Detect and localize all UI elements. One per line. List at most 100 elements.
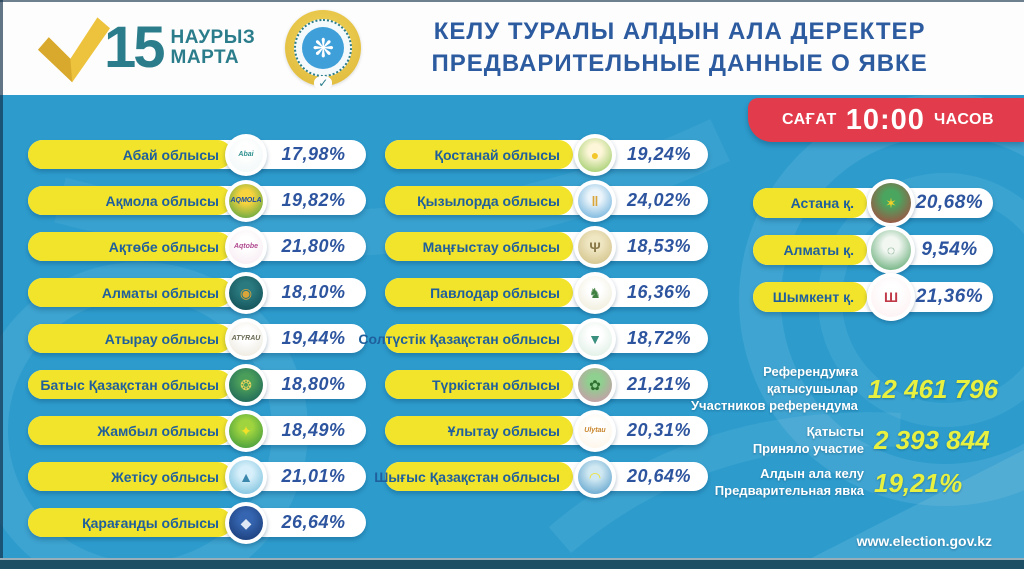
region-emblem-icon: ◆ — [225, 501, 267, 544]
region-name-pill: Түркістан облысы — [385, 370, 573, 399]
region-name: Шымкент қ. — [772, 289, 854, 305]
region-emblem-glyph: ▲ — [239, 468, 253, 485]
region-emblem-icon: ◉ — [225, 271, 267, 314]
stat-label-russian: Приняло участие — [752, 440, 864, 456]
region-emblem-glyph: ◆ — [240, 514, 252, 531]
stat-item: Референдумға қатысушылар Участников рефе… — [686, 364, 998, 415]
region-emblem-icon: ✿ — [574, 363, 616, 406]
region-name: Абай облысы — [122, 146, 219, 163]
frame-edge-top — [0, 0, 1024, 2]
region-name: Атырау облысы — [104, 330, 219, 347]
time-badge: САҒАТ 10:00 ЧАСОВ — [747, 98, 1024, 142]
region-row: Қызылорда облысы ‖ 24,02% — [385, 179, 708, 222]
region-emblem-glyph: ◠ — [589, 468, 601, 485]
region-name-pill: Ұлытау облысы — [385, 416, 573, 445]
region-row: Маңғыстау облысы Ψ 18,53% — [385, 225, 708, 268]
region-emblem-icon: ◌ — [867, 226, 915, 274]
region-emblem-disc: Aqtobe — [229, 229, 263, 264]
time-badge-suffix: ЧАСОВ — [933, 111, 994, 128]
region-emblem-disc: AQMOLA — [229, 183, 263, 218]
stat-label-kazakh: Қатысты — [806, 423, 864, 439]
region-emblem-glyph: ▼ — [588, 330, 602, 347]
region-emblem-disc: ♞ — [578, 275, 612, 310]
region-row: Солтүстік Қазақстан облысы ▼ 18,72% — [358, 317, 708, 360]
region-emblem-disc: Abai — [229, 137, 263, 172]
region-percent: 20,31% — [626, 420, 692, 440]
stat-labels: Алдын ала келу Предварительная явка — [692, 466, 864, 500]
region-percent: 18,10% — [281, 282, 346, 302]
region-emblem-glyph: ❂ — [240, 376, 252, 393]
region-percent: 21,21% — [626, 374, 692, 394]
region-emblem-disc: Ulytau — [578, 413, 612, 448]
region-emblem-icon: ✶ — [867, 179, 915, 227]
region-percent: 21,80% — [281, 236, 346, 256]
region-name: Түркістан облысы — [431, 376, 560, 393]
region-row: Қарағанды облысы ◆ 26,64% — [28, 501, 366, 544]
region-row: Павлодар облысы ♞ 16,36% — [385, 271, 708, 314]
region-name-pill: Алматы қ. — [753, 235, 867, 265]
region-percent: 16,36% — [626, 282, 692, 302]
region-percent: 9,54% — [921, 239, 978, 260]
region-name: Жетісу облысы — [111, 468, 219, 485]
region-name-pill: Павлодар облысы — [385, 278, 573, 307]
region-emblem-disc: Ш — [871, 277, 911, 317]
region-emblem-icon: ▼ — [574, 317, 616, 360]
region-percent: 18,72% — [626, 328, 692, 348]
region-percent: 24,02% — [626, 190, 692, 210]
region-name: Ақмола облысы — [105, 192, 219, 209]
region-emblem-disc: ❂ — [229, 367, 263, 402]
region-emblem-disc: ✿ — [578, 367, 612, 402]
region-name: Солтүстік Қазақстан облысы — [358, 330, 560, 347]
region-name-pill: Қызылорда облысы — [385, 186, 573, 215]
region-percent: 18,80% — [281, 374, 346, 394]
region-name: Алматы облысы — [101, 284, 219, 301]
region-percent: 20,68% — [915, 192, 984, 213]
region-row: Атырау облысы ATYRAU 19,44% — [28, 317, 366, 360]
region-emblem-glyph: ♞ — [588, 284, 602, 301]
region-name-pill: Шымкент қ. — [753, 282, 867, 312]
frame-edge-left — [0, 0, 3, 569]
region-row: Алматы қ. ◌ 9,54% — [753, 226, 993, 274]
city-column: Астана қ. ✶ 20,68% Алматы қ. ◌ 9,54% Шым… — [753, 179, 993, 321]
region-name: Жамбыл облысы — [97, 422, 219, 439]
region-emblem-glyph: ✶ — [885, 195, 897, 211]
region-emblem-disc: ‖ — [578, 183, 612, 218]
region-emblem-icon: AQMOLA — [225, 179, 267, 222]
region-row: Жамбыл облысы ✦ 18,49% — [28, 409, 366, 452]
region-emblem-glyph: Ψ — [589, 238, 601, 255]
region-row: Абай облысы Abai 17,98% — [28, 133, 366, 176]
region-emblem-icon: ATYRAU — [225, 317, 267, 360]
region-percent: 19,82% — [281, 190, 346, 210]
region-row: Шымкент қ. Ш 21,36% — [753, 273, 993, 321]
region-name: Батыс Қазақстан облысы — [40, 376, 219, 393]
stat-item: Қатысты Приняло участие 2 393 844 — [686, 424, 998, 458]
region-row: Түркістан облысы ✿ 21,21% — [385, 363, 708, 406]
checkmark-icon — [38, 12, 110, 84]
logo-date-words: НАУРЫЗ МАРТА — [171, 28, 256, 67]
region-name: Ұлытау облысы — [447, 422, 560, 439]
region-emblem-disc: ▼ — [578, 321, 612, 356]
region-percent: 21,36% — [915, 286, 984, 307]
region-row: Ұлытау облысы Ulytau 20,31% — [385, 409, 708, 452]
logo-word-kz: НАУРЫЗ — [170, 27, 256, 49]
region-emblem-icon: Ulytau — [574, 409, 616, 452]
region-percent: 17,98% — [281, 144, 346, 164]
region-percent: 21,01% — [281, 466, 346, 486]
stat-label-russian: Предварительная явка — [714, 483, 864, 499]
region-emblem-disc: ✶ — [871, 183, 911, 223]
region-name: Қостанай облысы — [434, 146, 560, 163]
region-emblem-disc: ✦ — [229, 413, 263, 448]
region-emblem-icon: Ш — [867, 273, 915, 321]
page-title-russian: ПРЕДВАРИТЕЛЬНЫЕ ДАННЫЕ О ЯВКЕ — [431, 49, 928, 77]
region-emblem-icon: ♞ — [574, 271, 616, 314]
page-title: КЕЛУ ТУРАЛЫ АЛДЫН АЛА ДЕРЕКТЕР ПРЕДВАРИТ… — [361, 16, 1024, 79]
region-name-pill: Қостанай облысы — [385, 140, 573, 169]
region-emblem-icon: ▲ — [225, 455, 267, 498]
region-percent: 18,53% — [626, 236, 692, 256]
region-name-pill: Жетісу облысы — [28, 462, 232, 491]
stat-value: 19,21% — [874, 467, 963, 498]
region-name-pill: Маңғыстау облысы — [385, 232, 573, 261]
region-emblem-glyph: ATYRAU — [231, 335, 261, 342]
page-title-kazakh: КЕЛУ ТУРАЛЫ АЛДЫН АЛА ДЕРЕКТЕР — [433, 17, 926, 45]
